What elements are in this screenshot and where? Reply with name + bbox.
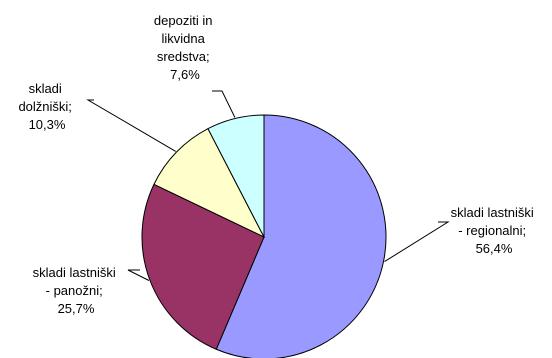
slice-regionalni (215, 114, 387, 358)
leader-line-depoziti (212, 90, 236, 118)
slice-depoziti (207, 114, 265, 238)
slice-panozni (141, 183, 265, 350)
leader-line-regionalni (384, 221, 450, 263)
slice-dolzniski (153, 127, 266, 239)
data-label-regionalni: skladi lastniški - regionalni; 56,4% (451, 205, 538, 256)
leader-line-dolzniski (86, 99, 176, 152)
data-label-dolzniski: skladi dolžniški; 10,3% (18, 81, 75, 132)
data-label-panozni: skladi lastniški - panožni; 25,7% (33, 265, 120, 316)
leader-line-panozni (127, 269, 150, 281)
data-label-depoziti: depoziti in likvidna sredstva; 7,6% (154, 13, 216, 82)
leader-lines (86, 90, 450, 281)
pie-slices (141, 114, 387, 358)
